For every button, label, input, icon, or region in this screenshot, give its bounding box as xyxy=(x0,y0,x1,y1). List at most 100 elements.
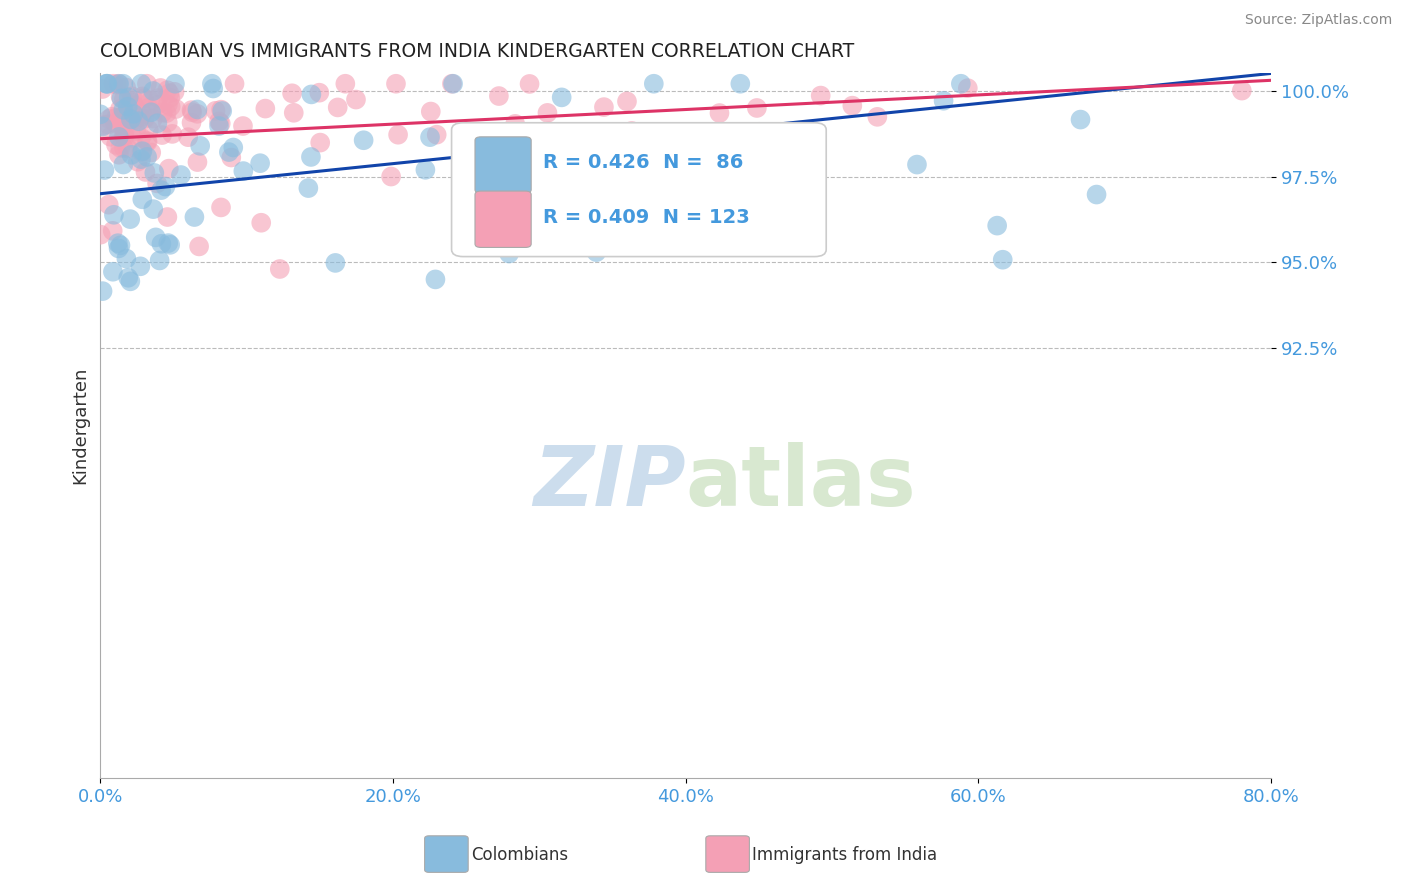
Point xyxy=(97,118,120,132)
Point xyxy=(149,253,172,268)
Point xyxy=(250,216,273,230)
Point xyxy=(139,94,162,108)
Point xyxy=(387,128,409,142)
FancyBboxPatch shape xyxy=(451,123,827,257)
Point xyxy=(269,262,291,277)
Point xyxy=(129,110,152,124)
Point xyxy=(905,158,928,172)
Point xyxy=(110,91,132,105)
Point xyxy=(419,130,441,145)
Point xyxy=(283,105,305,120)
Point xyxy=(114,123,136,137)
Point xyxy=(93,118,115,132)
Point xyxy=(254,102,277,116)
Point xyxy=(108,102,131,116)
Point xyxy=(208,119,231,133)
Point xyxy=(146,116,169,130)
Point xyxy=(122,107,145,121)
Point xyxy=(605,137,627,152)
Point xyxy=(177,130,200,145)
Point xyxy=(643,77,665,91)
Point xyxy=(142,202,165,216)
Point xyxy=(385,77,408,91)
Point xyxy=(344,93,367,107)
Point xyxy=(709,106,731,120)
FancyBboxPatch shape xyxy=(475,136,531,194)
Point xyxy=(202,81,225,95)
Point xyxy=(162,127,184,141)
Point xyxy=(503,117,526,131)
Point xyxy=(96,77,118,91)
Point xyxy=(110,238,132,252)
Point xyxy=(149,81,172,95)
Point xyxy=(145,230,167,244)
Point xyxy=(163,77,186,91)
Point xyxy=(441,77,464,91)
Point xyxy=(157,87,180,101)
Point xyxy=(136,150,159,164)
Point xyxy=(163,85,186,99)
Point xyxy=(112,103,135,117)
Point xyxy=(131,89,153,103)
Point xyxy=(128,114,150,128)
Point xyxy=(93,163,115,178)
Point xyxy=(112,92,135,106)
Point xyxy=(115,80,138,95)
Point xyxy=(188,139,211,153)
Point xyxy=(425,272,447,286)
Point xyxy=(115,252,138,266)
Point xyxy=(105,78,128,92)
Point xyxy=(211,103,233,118)
Point xyxy=(155,179,177,194)
Point xyxy=(689,235,711,250)
Point xyxy=(89,107,111,121)
Point xyxy=(536,106,558,120)
Point xyxy=(110,89,132,103)
Point xyxy=(131,192,153,206)
Point xyxy=(150,183,173,197)
Point xyxy=(107,236,129,251)
Point xyxy=(138,123,160,137)
Point xyxy=(100,129,122,144)
Point xyxy=(152,105,174,120)
Point xyxy=(1230,84,1253,98)
Point xyxy=(745,101,768,115)
Point xyxy=(96,77,118,91)
Point xyxy=(138,101,160,115)
Point xyxy=(180,103,202,117)
Point xyxy=(104,116,127,130)
Point xyxy=(550,90,572,104)
Point xyxy=(127,154,149,169)
Point xyxy=(97,197,120,211)
Point xyxy=(308,86,330,100)
Point xyxy=(183,210,205,224)
Point xyxy=(101,110,124,124)
Point xyxy=(103,208,125,222)
Point xyxy=(165,102,187,116)
Point xyxy=(107,77,129,91)
Point xyxy=(112,77,135,91)
Point xyxy=(682,186,704,201)
Text: COLOMBIAN VS IMMIGRANTS FROM INDIA KINDERGARTEN CORRELATION CHART: COLOMBIAN VS IMMIGRANTS FROM INDIA KINDE… xyxy=(100,42,855,61)
Point xyxy=(209,201,232,215)
Point xyxy=(131,106,153,120)
Point xyxy=(488,89,510,103)
Point xyxy=(991,252,1014,267)
Point xyxy=(117,270,139,285)
Point xyxy=(593,100,616,114)
Point xyxy=(136,134,159,148)
Point xyxy=(730,77,752,91)
Point xyxy=(142,112,165,126)
Point xyxy=(325,256,347,270)
Point xyxy=(121,113,143,128)
Point xyxy=(186,155,208,169)
Point xyxy=(131,145,153,159)
Text: Immigrants from India: Immigrants from India xyxy=(752,846,938,863)
Point xyxy=(129,260,152,274)
Point xyxy=(101,224,124,238)
Point xyxy=(121,106,143,120)
Text: R = 0.426  N =  86: R = 0.426 N = 86 xyxy=(543,153,744,172)
Point xyxy=(90,227,112,242)
Point xyxy=(426,128,449,142)
Point xyxy=(110,114,132,128)
